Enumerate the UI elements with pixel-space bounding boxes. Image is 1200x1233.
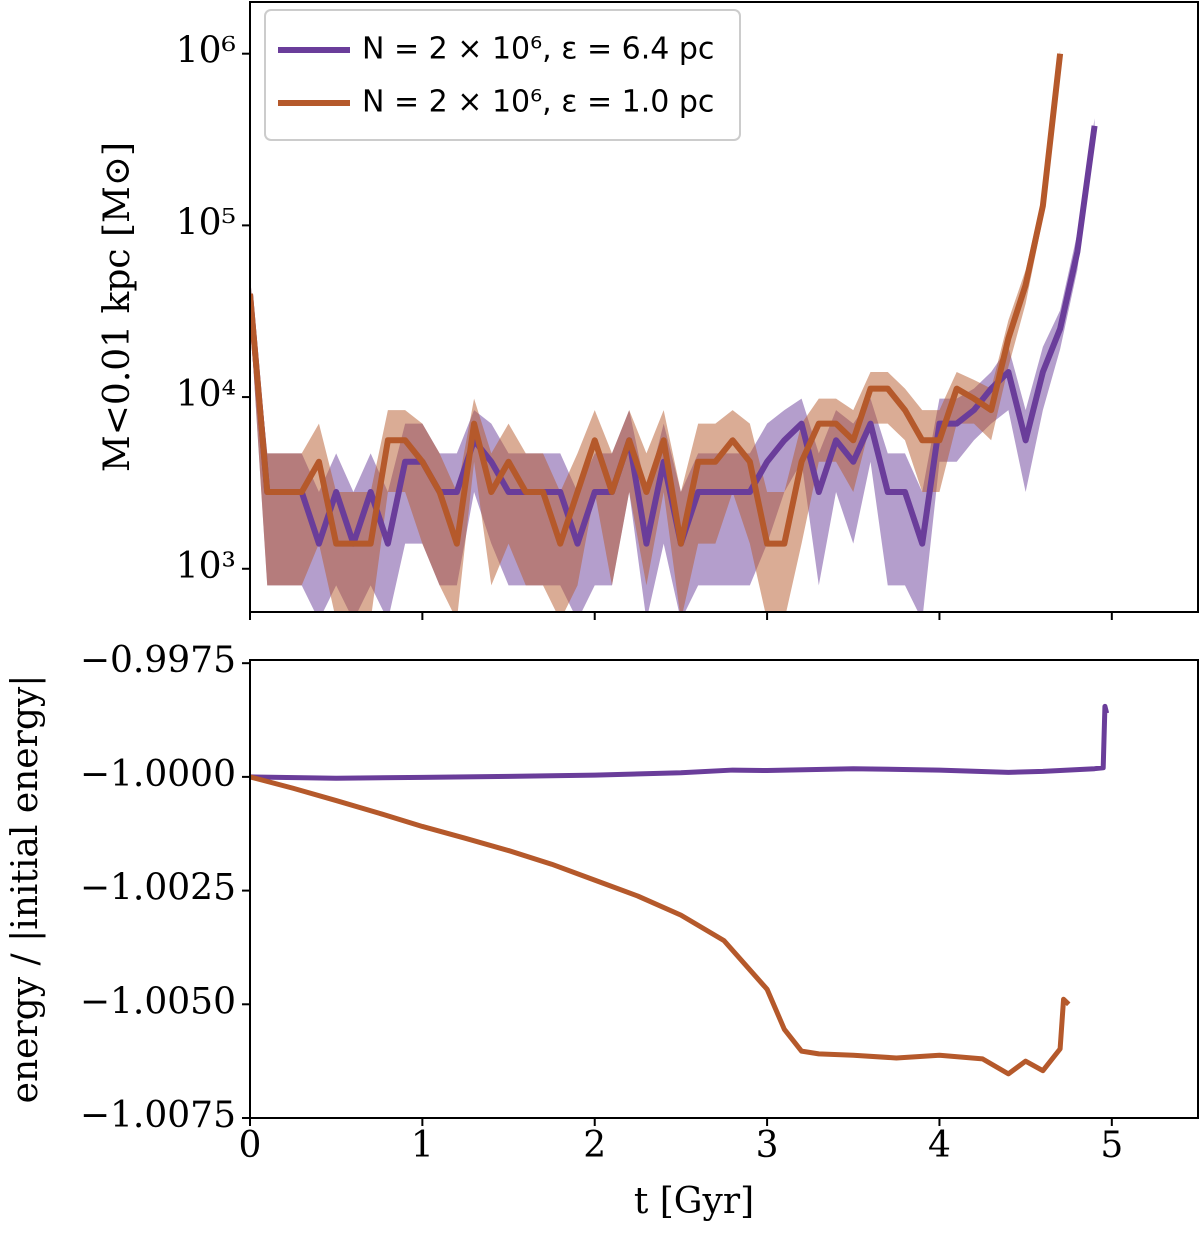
series-line <box>250 703 1110 781</box>
plot-area <box>250 703 1110 1077</box>
y-tick-label: 10⁶ <box>176 31 236 72</box>
legend-label: N = 2 × 10⁶, ε = 6.4 pc <box>362 32 714 67</box>
y-tick-label: 10³ <box>176 546 236 587</box>
y-tick-label: 10⁵ <box>176 202 236 243</box>
x-tick-label: 2 <box>583 1125 606 1166</box>
y-tick-label: −1.0075 <box>80 1095 236 1136</box>
x-tick-label: 3 <box>756 1125 779 1166</box>
y-tick-label: −1.0025 <box>80 868 236 909</box>
y-tick-label: 10⁴ <box>176 374 236 415</box>
x-tick-label: 1 <box>411 1125 434 1166</box>
x-tick-label: 4 <box>928 1125 951 1166</box>
x-tick-label: 5 <box>1100 1125 1123 1166</box>
y-tick-label: −1.0000 <box>80 754 236 795</box>
y-tick-label: −0.9975 <box>80 640 236 681</box>
y-axis-label: energy / |initial energy| <box>5 675 46 1104</box>
x-tick-label: 0 <box>239 1125 262 1166</box>
y-tick-label: −1.0050 <box>80 981 236 1022</box>
series-line <box>250 53 1064 547</box>
plot-area <box>250 50 1098 612</box>
y-axis-label: M<0.01 kpc [M⊙] <box>97 142 138 472</box>
band <box>250 50 1061 612</box>
axes-frame <box>249 659 1199 1119</box>
legend-label: N = 2 × 10⁶, ε = 1.0 pc <box>362 85 714 120</box>
series-line <box>250 774 1071 1077</box>
axes-frame <box>249 1 1199 613</box>
legend-box <box>264 9 741 141</box>
x-axis-label: t [Gyr] <box>634 1181 754 1222</box>
